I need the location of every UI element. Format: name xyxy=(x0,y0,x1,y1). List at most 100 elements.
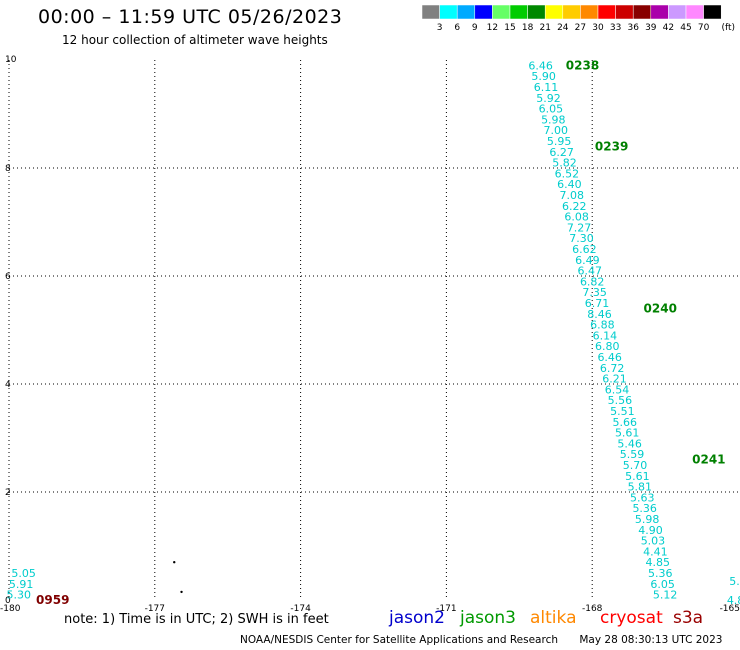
wave-height-value: 5.30 xyxy=(6,589,31,602)
wave-height-value: 7.30 xyxy=(569,232,594,245)
credit-text: NOAA/NESDIS Center for Satellite Applica… xyxy=(240,634,558,646)
satellite-s3a: s3a xyxy=(673,608,704,628)
color-scale-unit: (ft) xyxy=(721,23,735,33)
wave-height-value: 8.46 xyxy=(587,308,612,321)
wave-height-value: 5.56 xyxy=(608,394,633,407)
wave-height-value: 6.54 xyxy=(605,383,630,396)
color-scale-label: 45 xyxy=(680,23,691,33)
satellite-jason2: jason2 xyxy=(389,608,445,628)
y-tick-label: 0 xyxy=(5,596,11,606)
color-scale-label: 39 xyxy=(645,23,657,33)
wave-height-value: 5.91 xyxy=(9,578,34,591)
satellite-altika: altika xyxy=(530,608,577,628)
pass-time-label: 0240 xyxy=(644,301,677,315)
y-tick-label: 4 xyxy=(5,380,11,390)
y-tick-label: 8 xyxy=(5,164,11,174)
wave-height-value: 6.08 xyxy=(564,211,589,224)
satellite-cryosat: cryosat xyxy=(600,608,663,628)
color-scale-label: 33 xyxy=(610,23,621,33)
wave-height-value: 5.92 xyxy=(536,92,561,105)
wave-height-value: 5.2 xyxy=(729,575,740,588)
wave-height-value: 6.22 xyxy=(562,200,587,213)
footer-note: note: 1) Time is in UTC; 2) SWH is in fe… xyxy=(64,612,329,627)
wave-height-value: 6.40 xyxy=(557,178,582,191)
wave-height-value: 6.27 xyxy=(549,146,574,159)
chart-title: 00:00 – 11:59 UTC 05/26/2023 xyxy=(38,6,343,28)
chart-subtitle: 12 hour collection of altimeter wave hei… xyxy=(62,33,328,47)
wave-height-value: 6.05 xyxy=(650,578,675,591)
wave-height-value: 6.14 xyxy=(593,329,618,342)
pass-time-label: 0959 xyxy=(36,593,69,607)
color-scale-label: 18 xyxy=(522,23,534,33)
wave-height-value: 6.80 xyxy=(595,340,620,353)
wave-height-value: 6.72 xyxy=(600,362,625,375)
color-scale-label: 15 xyxy=(504,23,515,33)
wave-height-value: 5.95 xyxy=(547,135,572,148)
color-scale-label: 3 xyxy=(437,23,443,33)
wave-height-value: 4.8 xyxy=(727,594,740,607)
credit-line: NOAA/NESDIS Center for Satellite Applica… xyxy=(240,634,722,646)
x-tick-label: -177 xyxy=(145,604,165,612)
wave-height-value: 7.08 xyxy=(560,189,585,202)
wave-height-value: 5.46 xyxy=(617,437,642,450)
wave-height-value: 6.05 xyxy=(539,103,564,116)
wave-height-value: 7.00 xyxy=(544,124,569,137)
wave-height-value: 5.59 xyxy=(620,448,645,461)
x-tick-label: -180 xyxy=(0,604,21,612)
wave-height-value: 6.49 xyxy=(575,254,600,267)
wave-height-value: 6.52 xyxy=(555,167,580,180)
x-tick-label: -168 xyxy=(582,604,603,612)
data-point-dot xyxy=(180,590,183,594)
data-point-dot xyxy=(173,561,176,564)
x-tick-label: -165 xyxy=(720,604,740,612)
wave-height-value: 6.82 xyxy=(580,275,605,288)
wave-height-value: 5.90 xyxy=(531,70,556,83)
wave-height-value: 5.98 xyxy=(635,513,660,526)
wave-height-value: 5.70 xyxy=(623,459,648,472)
wave-height-value: 5.51 xyxy=(610,405,635,418)
wave-height-value: 6.71 xyxy=(585,297,610,310)
wave-height-value: 6.21 xyxy=(602,373,627,386)
wave-height-value: 5.66 xyxy=(613,416,638,429)
color-scale-label: 42 xyxy=(663,23,674,33)
wave-height-value: 5.82 xyxy=(552,157,577,170)
wave-height-value: 6.88 xyxy=(590,319,615,332)
wave-height-value: 5.98 xyxy=(541,113,566,126)
wave-height-value: 4.90 xyxy=(638,524,663,537)
wave-height-value: 6.62 xyxy=(572,243,597,256)
wave-height-value: 5.63 xyxy=(630,491,655,504)
wave-height-value: 4.85 xyxy=(646,556,671,569)
wave-height-value: 5.12 xyxy=(653,589,678,602)
color-scale-label: 21 xyxy=(539,23,550,33)
wave-height-value: 5.61 xyxy=(615,427,640,440)
wave-height-value: 6.11 xyxy=(534,81,559,94)
y-tick-label: 6 xyxy=(5,272,11,282)
wave-height-value: 6.46 xyxy=(528,59,553,72)
pass-time-label: 0238 xyxy=(566,58,599,72)
pass-time-label: 0241 xyxy=(692,453,725,467)
color-scale-label: 27 xyxy=(575,23,586,33)
color-scale-label: 6 xyxy=(454,23,460,33)
y-tick-label: 2 xyxy=(5,488,11,498)
y-tick-label: 10 xyxy=(5,55,17,65)
wave-height-value: 6.47 xyxy=(578,265,603,278)
wave-height-value: 4.41 xyxy=(643,545,668,558)
color-scale-label: 70 xyxy=(698,23,710,33)
wave-height-value: 5.36 xyxy=(648,567,673,580)
wave-height-value: 5.03 xyxy=(641,535,666,548)
satellite-jason3: jason3 xyxy=(460,608,516,628)
color-scale-label: 24 xyxy=(557,23,569,33)
wave-height-value: 5.05 xyxy=(11,567,36,580)
timestamp: May 28 08:30:13 UTC 2023 xyxy=(579,634,723,646)
x-tick-label: -171 xyxy=(436,604,456,612)
wave-height-value: 5.81 xyxy=(628,481,653,494)
wave-height-value: 7.27 xyxy=(567,221,592,234)
wave-height-value: 5.61 xyxy=(625,470,650,483)
color-scale-label: 12 xyxy=(487,23,498,33)
pass-time-label: 0239 xyxy=(595,139,628,153)
color-scale-label: 30 xyxy=(592,23,604,33)
color-scale-legend: 3 6 9 12 15 18 21 24 27 30 33 36 39 42 45 70 (ft) xyxy=(421,4,735,33)
color-swatch xyxy=(703,4,722,20)
x-tick-label: -174 xyxy=(290,604,311,612)
